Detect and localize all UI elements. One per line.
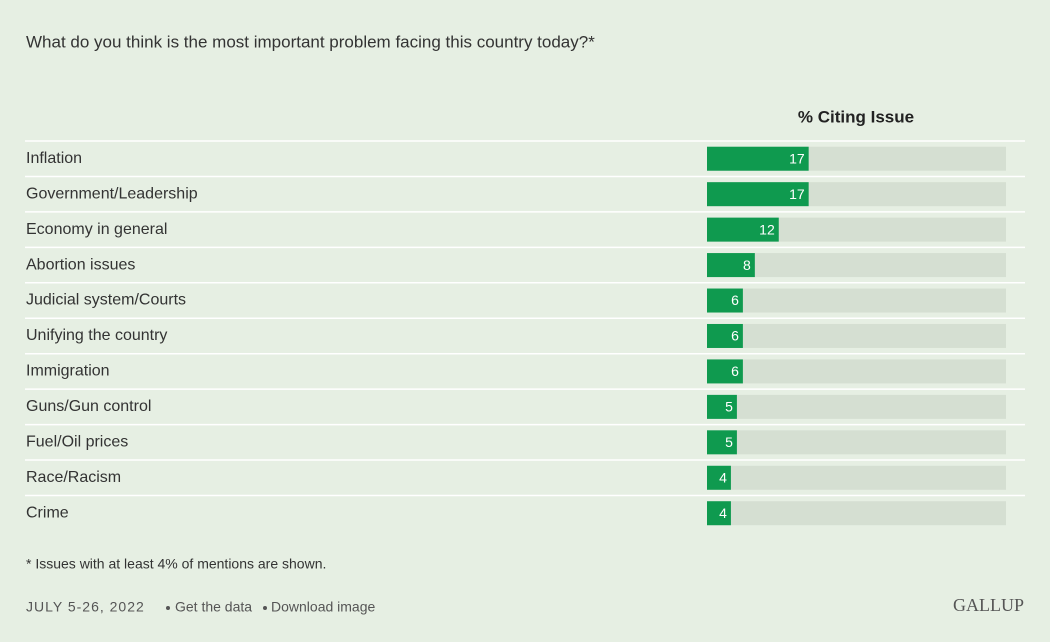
value-label: 5: [725, 434, 733, 450]
value-label: 17: [789, 150, 805, 166]
get-data-link[interactable]: Get the data: [175, 599, 252, 615]
value-label: 4: [719, 505, 727, 521]
value-label: 4: [719, 469, 727, 485]
footnote: * Issues with at least 4% of mentions ar…: [26, 556, 326, 572]
bar: [707, 359, 743, 384]
value-label: 12: [759, 221, 775, 237]
bar: [707, 288, 743, 313]
value-label: 5: [725, 399, 733, 415]
bar: [707, 217, 779, 242]
bar: [707, 394, 737, 419]
category-label: Judicial system/Courts: [26, 292, 186, 309]
bar-track: [707, 253, 1006, 278]
bar: [707, 430, 737, 455]
separator: [166, 606, 170, 610]
bar-track: [707, 430, 1006, 455]
bar: [707, 182, 809, 207]
logo: GALLUP: [953, 595, 1024, 615]
bar-track: [707, 288, 1006, 313]
bar: [707, 465, 731, 490]
value-label: 6: [731, 328, 739, 344]
footer-date: JULY 5-26, 2022: [26, 599, 145, 615]
bar: [707, 146, 809, 171]
category-label: Unifying the country: [26, 327, 167, 344]
bar: [707, 253, 755, 278]
bar-track: [707, 359, 1006, 384]
value-label: 6: [731, 292, 739, 308]
value-header: % Citing Issue: [798, 107, 914, 126]
category-label: Crime: [26, 504, 69, 521]
bar-track: [707, 323, 1006, 348]
category-label: Fuel/Oil prices: [26, 434, 128, 451]
separator: [263, 606, 267, 610]
bar-track: [707, 465, 1006, 490]
category-label: Immigration: [26, 363, 110, 380]
bar-track: [707, 501, 1006, 526]
category-label: Government/Leadership: [26, 185, 198, 202]
bar: [707, 501, 731, 526]
category-label: Economy in general: [26, 221, 167, 238]
category-label: Abortion issues: [26, 256, 135, 273]
bar-track: [707, 394, 1006, 419]
value-label: 17: [789, 186, 805, 202]
value-label: 8: [743, 257, 751, 273]
download-link[interactable]: Download image: [271, 599, 375, 615]
category-label: Race/Racism: [26, 469, 121, 486]
category-label: Guns/Gun control: [26, 398, 151, 415]
category-label: Inflation: [26, 150, 82, 167]
bar: [707, 323, 743, 348]
value-label: 6: [731, 363, 739, 379]
chart-title: What do you think is the most important …: [26, 32, 595, 51]
